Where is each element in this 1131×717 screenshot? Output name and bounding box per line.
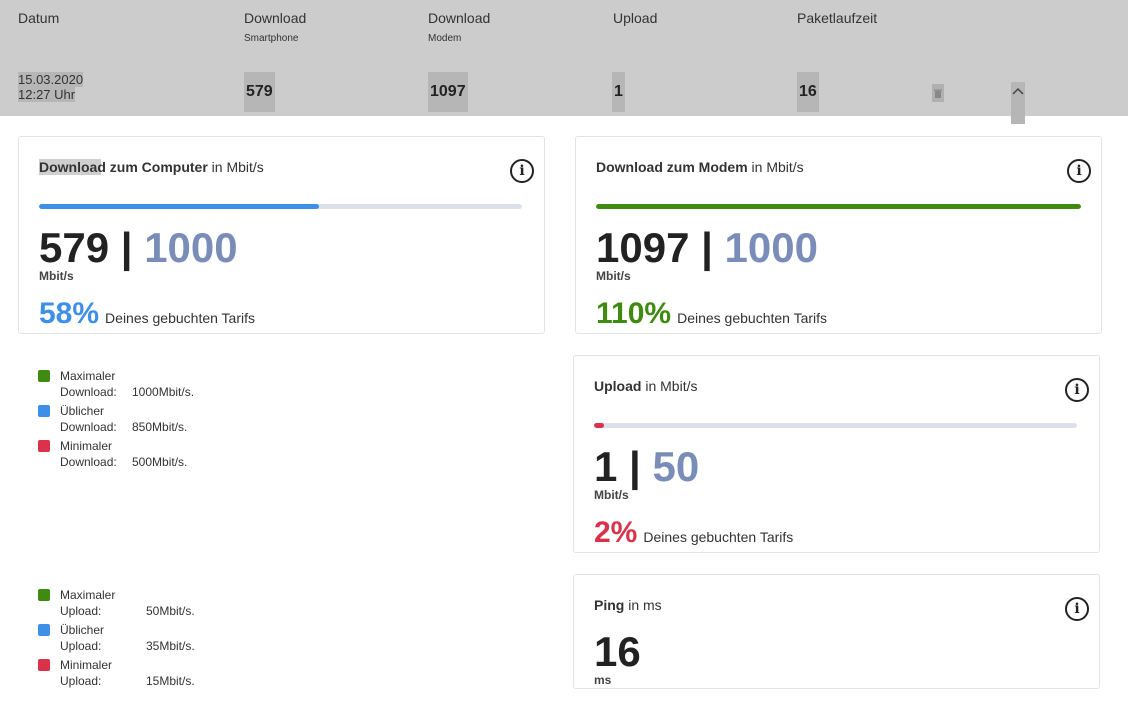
column-download-modem: Download Modem <box>428 10 491 44</box>
progress-fill <box>594 423 604 428</box>
legend-upload: Maximaler Upload: 50Mbit/s. Üblicher Uplo… <box>38 587 195 692</box>
trash-icon[interactable] <box>932 84 944 102</box>
tariff-percentage: 2% Deines gebuchten Tarifs <box>594 516 794 549</box>
legend-item: Minimaler Download: 500Mbit/s. <box>38 438 194 473</box>
progress-bar <box>596 204 1081 209</box>
row-ping: 16 <box>797 72 819 112</box>
card-download-modem: Download zum Modem in Mbit/s i 1097 | 10… <box>575 136 1102 334</box>
row-upload: 1 <box>612 72 625 112</box>
speed-unit: Mbit/s <box>39 269 74 283</box>
progress-bar <box>39 204 522 209</box>
card-ping: Ping in ms i 16 ms <box>573 574 1100 689</box>
results-table-header: Datum Download Smartphone Download Modem… <box>0 0 1128 124</box>
ping-value: 16 <box>594 628 641 675</box>
info-icon[interactable]: i <box>1065 597 1089 621</box>
card-download-computer: Download zum Computer in Mbit/s i 579 | … <box>18 136 545 334</box>
card-title: Download zum Computer in Mbit/s <box>39 159 264 175</box>
card-upload: Upload in Mbit/s i 1 | 50 Mbit/s 2% Deine… <box>573 355 1100 553</box>
row-date: 15.03.2020 12:27 Uhr <box>18 72 84 102</box>
column-download-smartphone: Download Smartphone <box>244 10 307 44</box>
info-icon[interactable]: i <box>510 159 534 183</box>
column-upload: Upload <box>613 10 658 26</box>
speed-value: 1097 | 1000 <box>596 224 818 271</box>
progress-bar <box>594 423 1077 428</box>
row-download-smartphone: 579 <box>244 72 275 112</box>
column-date: Datum <box>18 10 60 26</box>
legend-item: Maximaler Download: 1000Mbit/s. <box>38 368 194 403</box>
info-icon[interactable]: i <box>1067 159 1091 183</box>
speed-value: 1 | 50 <box>594 443 700 490</box>
chevron-up-icon[interactable] <box>1011 82 1025 124</box>
column-ping: Paketlaufzeit <box>797 10 878 26</box>
progress-fill <box>596 204 1081 209</box>
speed-value: 579 | 1000 <box>39 224 238 271</box>
legend-item: Üblicher Download: 850Mbit/s. <box>38 403 194 438</box>
legend-item: Minimaler Upload: 15Mbit/s. <box>38 657 195 692</box>
card-title: Download zum Modem in Mbit/s <box>596 159 804 175</box>
tariff-percentage: 110% Deines gebuchten Tarifs <box>596 297 828 330</box>
progress-fill <box>39 204 320 209</box>
card-title: Upload in Mbit/s <box>594 378 698 394</box>
ping-unit: ms <box>594 673 612 687</box>
legend-item: Maximaler Upload: 50Mbit/s. <box>38 587 195 622</box>
legend-item: Üblicher Upload: 35Mbit/s. <box>38 622 195 657</box>
speed-unit: Mbit/s <box>596 269 631 283</box>
info-icon[interactable]: i <box>1065 378 1089 402</box>
speed-unit: Mbit/s <box>594 488 629 502</box>
row-download-modem: 1097 <box>428 72 468 112</box>
legend-download: Maximaler Download: 1000Mbit/s. Üblicher … <box>38 368 194 473</box>
tariff-percentage: 58% Deines gebuchten Tarifs <box>39 297 255 330</box>
card-title: Ping in ms <box>594 597 662 613</box>
